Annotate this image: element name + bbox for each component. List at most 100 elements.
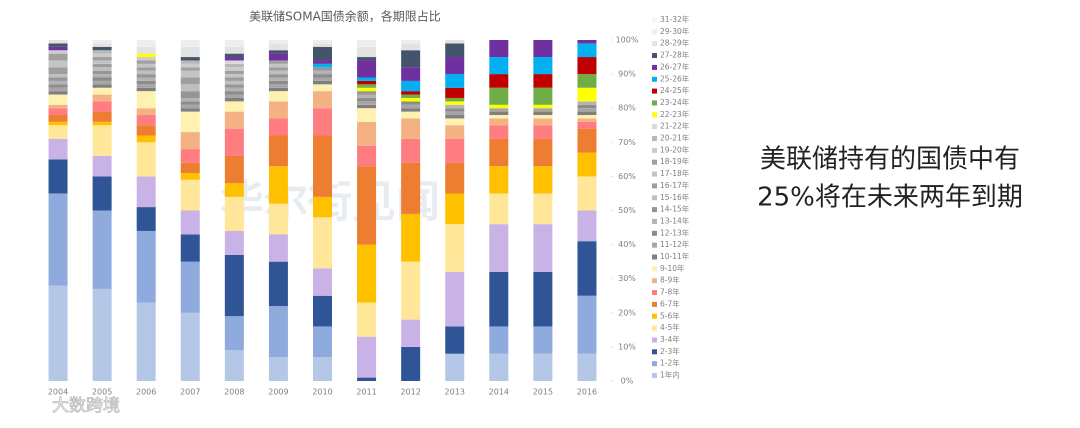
bar-segment <box>489 193 509 225</box>
bar-segment <box>268 63 288 68</box>
bar-segment <box>48 43 68 47</box>
x-tick-label: 2006 <box>136 388 156 397</box>
legend-label: 16-17年 <box>660 180 690 190</box>
bar-segment <box>48 50 68 54</box>
bar-segment <box>92 74 112 78</box>
bar-segment <box>224 254 244 317</box>
bar-segment <box>48 108 68 116</box>
bar-segment <box>224 111 244 129</box>
legend-swatch <box>652 147 657 153</box>
bar-segment <box>445 101 465 105</box>
bar-segment <box>180 132 200 150</box>
bar-segment <box>224 87 244 92</box>
bar-segment <box>136 125 156 136</box>
bar-segment <box>357 60 377 78</box>
bar-segment <box>224 74 244 78</box>
bar-segment <box>48 74 68 78</box>
bar-segment <box>92 155 112 177</box>
bar-segment <box>92 57 112 61</box>
legend-swatch <box>652 159 657 165</box>
bar-segment <box>401 40 421 44</box>
bar-segment <box>92 43 112 47</box>
legend-label: 1年内 <box>660 370 680 380</box>
bar-segment <box>533 166 553 194</box>
legend-swatch <box>652 278 657 284</box>
legend-label: 1-2年 <box>660 358 680 368</box>
legend-label: 27-28年 <box>660 50 690 60</box>
x-tick-label: 2015 <box>533 388 553 397</box>
bar-segment <box>92 50 112 54</box>
bar-segment <box>357 336 377 378</box>
bar-segment <box>313 135 332 197</box>
bar-segment <box>533 40 553 58</box>
bar-segment <box>48 84 68 88</box>
legend-label: 4-5年 <box>660 322 680 332</box>
bar-segment <box>445 104 465 109</box>
bar-segment <box>224 128 244 156</box>
bar-segment <box>489 87 509 105</box>
bar-segment <box>533 326 553 354</box>
bar-segment <box>48 67 68 75</box>
legend-label: 26-27年 <box>660 61 690 71</box>
bar-segment <box>48 46 68 51</box>
bar-segment <box>180 210 200 235</box>
bar-segment <box>577 176 597 211</box>
bar-segment <box>533 108 553 112</box>
legend-swatch <box>652 195 657 201</box>
bar-segment <box>313 43 332 47</box>
bar-segment <box>136 74 156 78</box>
bar-segment <box>136 108 156 116</box>
bar-segment <box>313 70 332 75</box>
bar-segment <box>357 97 377 102</box>
bar-segment <box>533 74 553 88</box>
bar-segment <box>224 155 244 184</box>
legend-swatch <box>652 266 657 272</box>
bar-segment <box>401 111 421 119</box>
bar-segment <box>445 40 465 44</box>
y-tick-label: 80% <box>618 104 636 113</box>
bar-segment <box>268 50 288 54</box>
bar-segment <box>268 203 288 235</box>
bar-segment <box>489 271 509 327</box>
legend-label: 14-15年 <box>660 204 690 214</box>
bar-segment <box>48 125 68 139</box>
bar-segment <box>92 121 112 126</box>
bar-segment <box>48 285 68 381</box>
bar-segment <box>577 40 597 44</box>
bar-segment <box>224 97 244 102</box>
bar-segment <box>533 138 553 167</box>
y-tick-label: 60% <box>618 172 636 181</box>
legend-swatch <box>652 337 657 343</box>
y-tick-label: 70% <box>618 138 636 147</box>
bar-segment <box>533 193 553 225</box>
bar-segment <box>92 84 112 88</box>
legend-swatch <box>652 136 657 141</box>
legend-swatch <box>652 64 657 70</box>
bar-segment <box>136 77 156 81</box>
legend-swatch <box>652 207 657 213</box>
bar-segment <box>268 234 288 262</box>
y-tick-label: 90% <box>618 70 636 79</box>
bar-segment <box>136 53 156 58</box>
bar-segment <box>533 125 553 139</box>
bar-segment <box>357 377 377 381</box>
bar-segment <box>136 176 156 208</box>
y-tick-label: 0% <box>621 377 634 386</box>
legend-label: 18-19年 <box>660 156 690 166</box>
legend-swatch <box>652 254 657 260</box>
legend-label: 12-13年 <box>660 227 690 237</box>
bar-segment <box>92 111 112 122</box>
bar-segment <box>445 57 465 75</box>
bar-segment <box>533 111 553 116</box>
legend-label: 19-20年 <box>660 144 690 154</box>
bar-segment <box>224 53 244 58</box>
bar-segment <box>92 94 112 102</box>
bar-segment <box>180 57 200 61</box>
bar-segment <box>224 60 244 64</box>
bar-segment <box>313 108 332 136</box>
bar-segment <box>268 84 288 88</box>
bar-segment <box>268 118 288 136</box>
x-tick-label: 2005 <box>92 388 112 397</box>
bar-segment <box>48 193 68 286</box>
bar-segment <box>268 91 288 102</box>
